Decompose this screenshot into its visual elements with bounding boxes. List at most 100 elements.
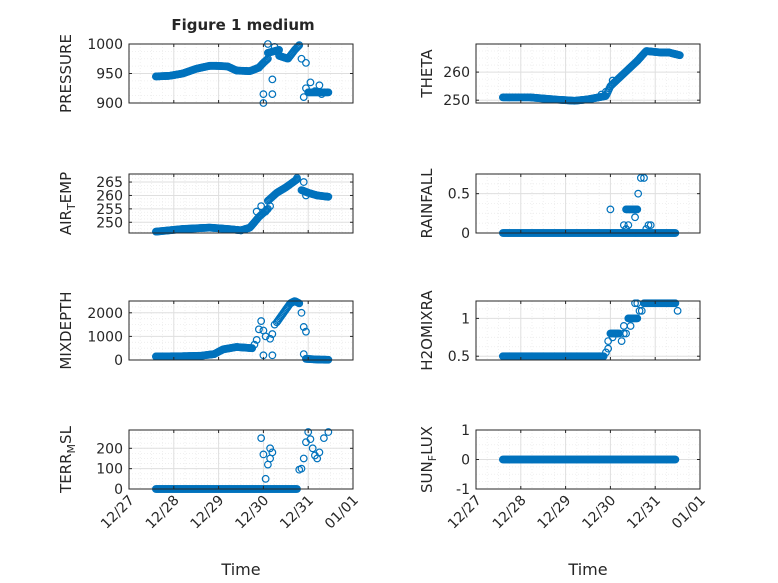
y-tick-label: 1000 [87,329,123,345]
data-point [295,41,304,50]
data-point [631,213,639,222]
data-point [602,87,610,96]
y-tick-label: 0 [114,482,123,498]
y-tick-label: 2000 [87,306,123,322]
data-point [268,330,277,338]
subplot-sun-flux: -1 0 1 12/27 12/28 12/29 12/30 12/31 01/01 SUNFLU… [418,423,709,579]
y-tick-label: 950 [96,67,123,83]
data-point [617,337,626,345]
data-point [633,314,642,323]
data-point [604,337,613,345]
data-point [631,299,639,308]
data-point [299,323,308,331]
data-point [302,327,310,336]
data-point [302,84,310,93]
x-tick-label: 12/27 [98,493,138,533]
data-point [266,444,275,453]
data-markers [151,297,333,364]
data-markers [498,174,680,237]
data-point [302,58,310,67]
data-point [311,87,319,96]
grid [475,173,701,234]
data-point [624,221,633,230]
subplot-theta: 250 260 THETA [418,43,701,109]
data-point [295,299,304,308]
data-point [268,90,277,99]
x-tick-label: 12/31 [277,493,317,533]
data-point [261,474,270,483]
data-point [268,351,277,360]
data-point [262,56,270,65]
x-axis-label: Time [220,560,260,579]
data-point [302,191,310,200]
subplot-h2omixra: 0.5 1 H2OMIXRA [418,290,701,371]
x-axis-label: Time [567,560,607,579]
data-point [268,75,277,84]
x-tick-label: 12/30 [579,493,619,533]
data-point [294,42,303,51]
axes-box [128,300,354,361]
grid [128,430,354,490]
y-tick-label: 1 [461,423,470,439]
data-point [644,221,653,230]
data-point [637,306,646,315]
data-point [317,90,326,99]
data-point [619,329,628,338]
x-tick-label: 12/27 [445,493,485,533]
data-markers [498,47,684,105]
data-point [633,205,642,214]
figure-title: Figure 1 medium [171,16,314,34]
data-point [257,202,266,211]
data-point [319,434,328,443]
data-point [250,340,259,349]
data-point [266,202,275,211]
x-tick-label: 01/01 [669,493,709,533]
data-point [306,78,315,87]
data-point [266,334,275,343]
y-axis-label: SUNFLUX [418,426,439,493]
y-tick-label: -1 [456,482,470,498]
data-point [671,455,680,464]
y-tick-label: 0 [461,226,470,242]
y-axis-label: THETA [418,49,436,99]
data-point [252,336,261,344]
y-tick-label: 250 [96,215,123,231]
subplot-mixdepth: 0 1000 2000 MIXDEPTH [57,291,354,370]
y-axis-label: PRESSURE [57,34,75,113]
axes-box [475,43,701,104]
x-tick-label: 12/31 [624,493,664,533]
y-tick-label: 1 [461,311,470,327]
data-point [634,189,643,198]
data-point [299,178,308,186]
data-point [297,54,306,63]
data-point [622,225,630,233]
data-point [646,221,655,230]
y-tick-label: 0 [461,453,470,469]
data-point [604,344,613,353]
data-point [675,51,684,60]
grid [128,174,354,233]
data-point [252,207,261,216]
data-point [268,448,277,457]
y-axis-label: H2OMIXRA [418,290,436,371]
data-markers [151,174,333,236]
data-point [257,434,266,443]
y-tick-label: 260 [443,65,470,81]
subplot-pressure: 900 950 1000 PRESSURE [57,34,354,113]
y-tick-label: 1000 [87,37,123,53]
data-point [315,448,324,457]
data-point [299,350,308,359]
axes-box [128,429,354,490]
y-axis-label: AIRTEMP [57,172,78,235]
data-point [673,306,682,315]
data-point [304,428,313,436]
data-point [299,454,308,463]
y-tick-label: 260 [96,188,123,204]
data-point [671,299,680,308]
data-point [642,225,651,233]
grid [475,301,701,360]
data-point [635,306,644,315]
